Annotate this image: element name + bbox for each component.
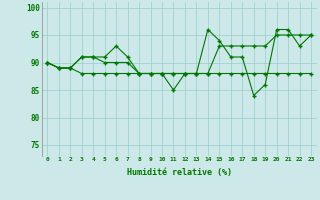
X-axis label: Humidité relative (%): Humidité relative (%) xyxy=(127,168,232,177)
